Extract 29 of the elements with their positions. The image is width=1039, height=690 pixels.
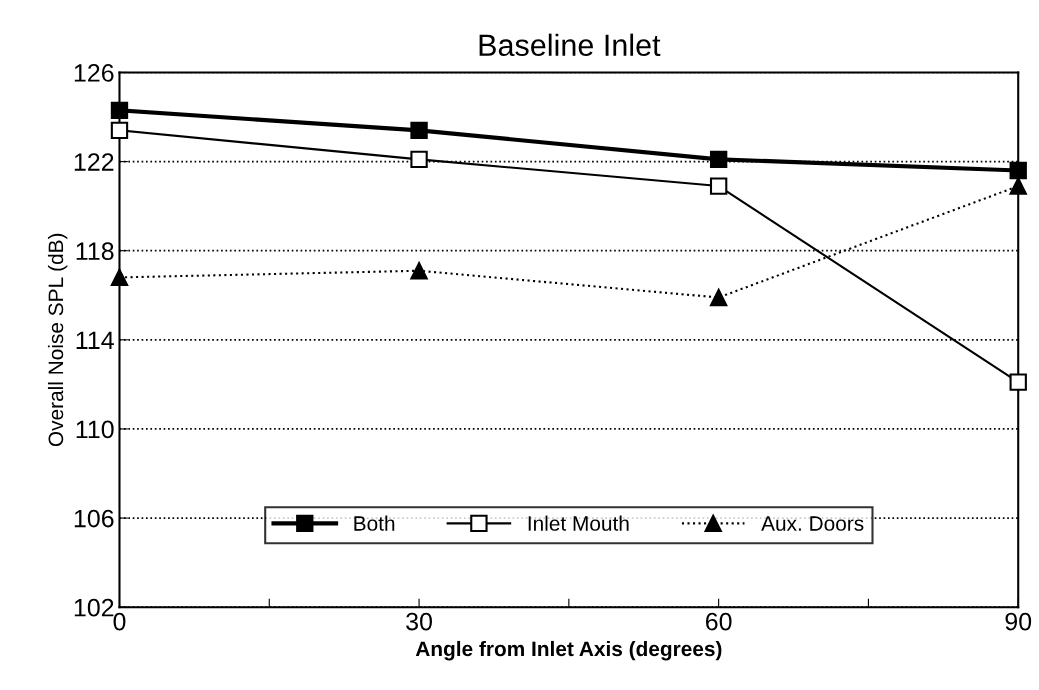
y-axis-title: Overall Noise SPL (dB) — [47, 233, 68, 447]
y-tick-label: 122 — [74, 153, 114, 171]
y-tick-label: 106 — [74, 509, 114, 528]
y-tick-label: 118 — [76, 242, 114, 260]
y-tick-label: 114 — [76, 331, 114, 349]
x-tick-label: 0 — [113, 612, 126, 631]
legend-label: Inlet Mouth — [528, 515, 629, 531]
point — [110, 101, 129, 120]
y-tick-label: 110 — [76, 420, 114, 439]
legend-label: Aux. Doors — [761, 516, 864, 531]
point — [1009, 373, 1027, 391]
y-tick-label: 126 — [74, 64, 114, 82]
point — [1009, 177, 1027, 195]
point — [110, 268, 129, 287]
y-tick-label: 102 — [74, 598, 114, 617]
point — [410, 150, 428, 169]
point — [1009, 161, 1027, 180]
point — [410, 121, 428, 140]
x-tick-label: 60 — [706, 612, 732, 631]
point — [709, 177, 728, 195]
x-tick-label: 90 — [1005, 612, 1032, 631]
point — [410, 262, 428, 280]
x-tick-label: 30 — [406, 612, 432, 631]
chart-title: Baseline Inlet — [479, 33, 661, 57]
x-axis-title: Angle from Inlet Axis (degrees) — [415, 640, 722, 661]
point — [110, 121, 129, 140]
legend-label: Both — [354, 515, 395, 531]
point — [709, 150, 728, 169]
point — [709, 288, 728, 307]
